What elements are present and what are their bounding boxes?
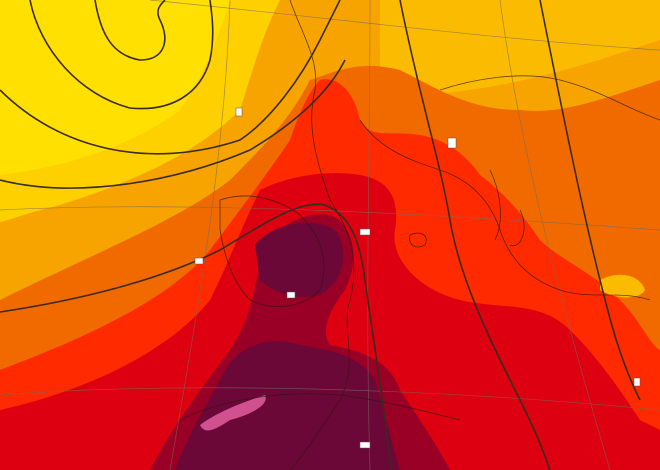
graticule <box>499 0 611 470</box>
coastline <box>289 0 355 470</box>
purple-region-south <box>175 341 400 470</box>
contour-label-box <box>359 441 371 449</box>
contour-label-box <box>194 257 204 265</box>
contour-label-box <box>633 377 641 387</box>
contour-line <box>0 59 346 189</box>
contour-label-box <box>286 291 296 299</box>
coastline <box>439 75 660 121</box>
graticule <box>169 0 231 470</box>
yellow-orange-region <box>380 0 660 120</box>
contour-line <box>0 203 393 470</box>
contour-label-box <box>447 137 457 149</box>
coastline <box>359 119 651 301</box>
contour-line <box>399 0 551 470</box>
coastline <box>219 195 325 307</box>
graticule <box>367 0 371 470</box>
yellow-spot <box>600 274 645 298</box>
contour-label-box <box>359 228 371 236</box>
contour-label-box <box>235 107 243 117</box>
contour-line <box>29 0 214 110</box>
contour-line <box>94 0 166 61</box>
crimson-region <box>0 173 660 470</box>
graticule <box>0 387 660 411</box>
coastline <box>179 393 461 421</box>
contour-line <box>0 0 341 155</box>
coastline <box>409 169 525 248</box>
contour-line <box>539 0 641 401</box>
pink-spot <box>200 395 266 431</box>
purple-region-north <box>255 222 344 297</box>
graticule <box>0 206 660 231</box>
